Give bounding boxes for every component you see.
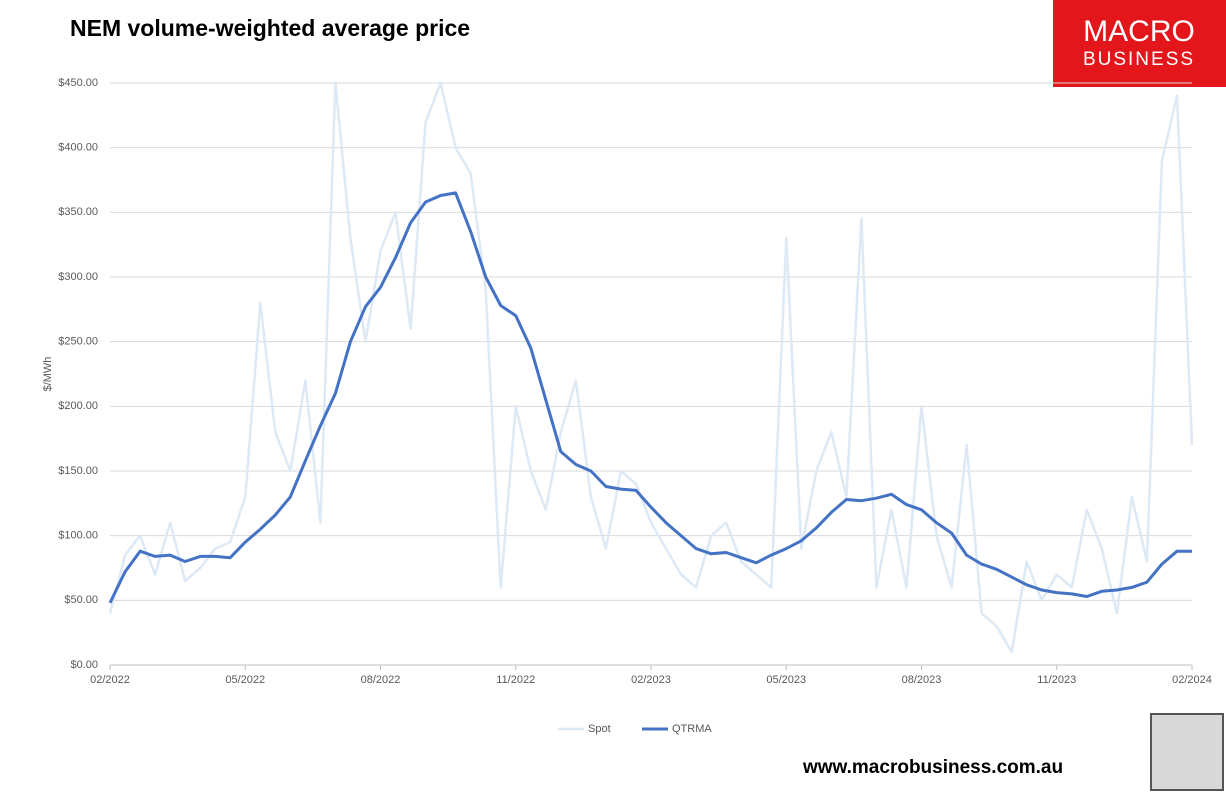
x-tick-label: 11/2023 [1037, 674, 1076, 686]
y-tick-label: $300.00 [58, 271, 98, 283]
legend-label: Spot [588, 723, 611, 735]
y-tick-label: $350.00 [58, 206, 98, 218]
x-tick-label: 05/2022 [225, 674, 265, 686]
y-tick-label: $0.00 [70, 659, 98, 671]
series-line [108, 191, 1192, 604]
series-line [108, 81, 1194, 654]
x-tick-label: 02/2022 [90, 674, 130, 686]
y-tick-label: $450.00 [58, 77, 98, 89]
y-tick-label: $100.00 [58, 530, 98, 542]
url: www.macrobusiness.com.au [802, 757, 1063, 778]
y-axis-label: $/MWh [42, 357, 54, 392]
x-tick-label: 08/2023 [902, 674, 942, 686]
y-tick-label: $250.00 [58, 336, 98, 348]
legend-label: QTRMA [672, 723, 712, 735]
wolf-logo [1150, 713, 1224, 791]
y-tick-label: $200.00 [58, 400, 98, 412]
logo-box [1053, 0, 1226, 87]
logo-top: MACRO [1083, 15, 1195, 48]
logo-bottom: BUSINESS [1083, 49, 1195, 70]
x-tick-label: 08/2022 [361, 674, 401, 686]
y-tick-label: $400.00 [58, 142, 98, 154]
x-tick-label: 02/2023 [631, 674, 671, 686]
x-tick-label: 11/2022 [496, 674, 535, 686]
plot: $0.00 $50.00 $100.00 $150.00 $200.00 $250.00 $… [58, 77, 1212, 735]
chart-title: NEM volume-weighted average price [70, 15, 470, 41]
y-tick-label: $150.00 [58, 465, 98, 477]
x-tick-label: 02/2024 [1172, 674, 1212, 686]
x-tick-label: 05/2023 [766, 674, 806, 686]
y-tick-label: $50.00 [64, 594, 98, 606]
